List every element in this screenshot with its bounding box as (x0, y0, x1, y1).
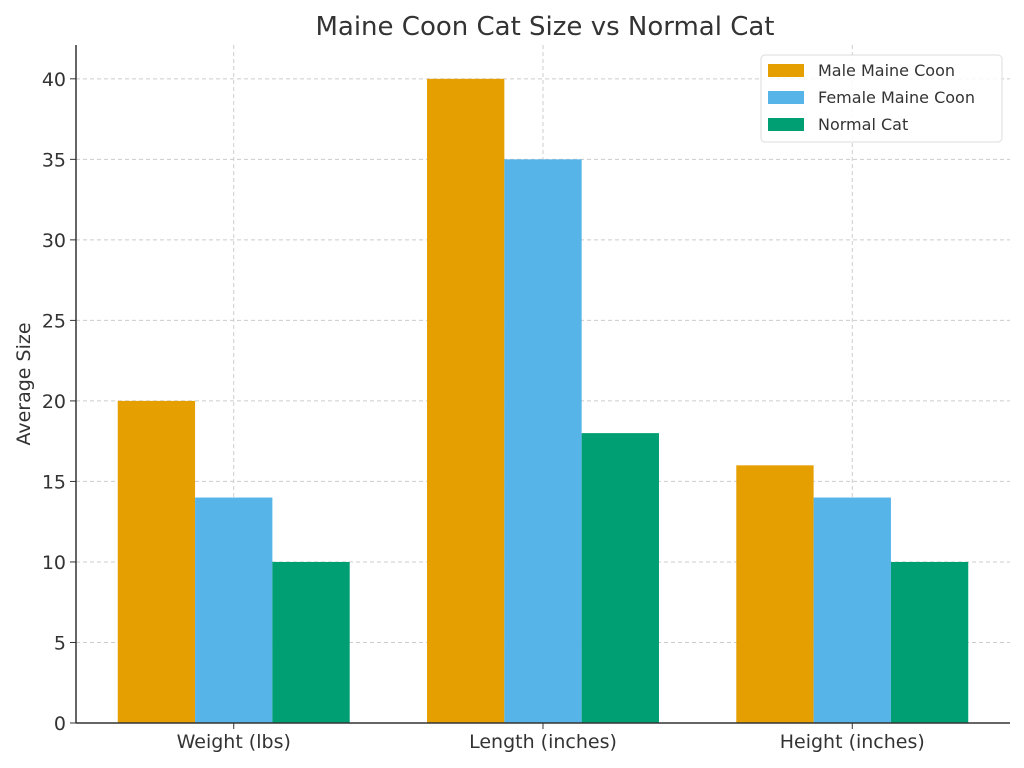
axes: 0 5 10 15 20 25 30 35 40 Weight (lbs) Length (inch… (42, 45, 1010, 753)
x-tick-label: Length (inches) (469, 731, 617, 753)
bar-female-maine-coon (813, 497, 891, 723)
y-tick-label: 30 (42, 230, 66, 252)
y-tick-label: 5 (54, 632, 66, 654)
x-tick-label: Weight (lbs) (177, 731, 291, 753)
bars (117, 78, 969, 724)
legend-box (760, 54, 1003, 143)
y-tick-label: 25 (42, 310, 66, 332)
y-tick-label: 20 (42, 391, 66, 413)
x-tick-label: Height (inches) (780, 731, 925, 753)
y-tick-label: 10 (42, 552, 66, 574)
legend: Male Maine Coon Female Maine Coon Normal C… (760, 54, 1003, 143)
bar-male-maine-coon (427, 78, 505, 724)
bar-female-maine-coon (504, 159, 582, 723)
y-tick-label: 35 (42, 149, 66, 171)
legend-label: Female Maine Coon (818, 88, 975, 107)
bar-normal-cat (581, 433, 659, 723)
legend-label: Normal Cat (818, 115, 908, 134)
bar-female-maine-coon (195, 497, 273, 723)
y-tick-label: 0 (54, 713, 66, 735)
bar-normal-cat (272, 561, 350, 723)
y-tick-label: 40 (42, 69, 66, 91)
y-axis-label: Average Size (13, 322, 35, 445)
legend-label: Male Maine Coon (818, 61, 955, 80)
chart-title: Maine Coon Cat Size vs Normal Cat (315, 12, 774, 42)
legend-swatch (768, 118, 804, 131)
legend-swatch (768, 91, 804, 104)
bar-male-maine-coon (117, 400, 196, 723)
bar-normal-cat (890, 561, 969, 723)
bar-male-maine-coon (736, 465, 814, 723)
y-tick-label: 15 (42, 471, 66, 493)
legend-swatch (768, 64, 804, 77)
